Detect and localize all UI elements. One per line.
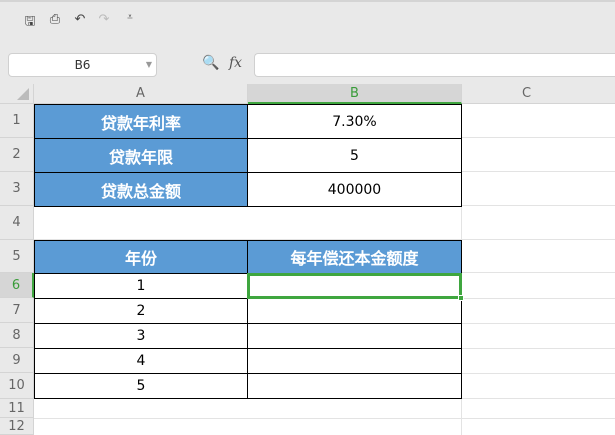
cell-a10[interactable]: 5 xyxy=(34,373,248,399)
cell-b7[interactable] xyxy=(247,298,462,324)
cell-b1[interactable]: 7.30% xyxy=(247,104,462,139)
cell-b2[interactable]: 5 xyxy=(247,138,462,173)
row-header-4[interactable]: 4 xyxy=(0,206,34,240)
cell-a9[interactable]: 4 xyxy=(34,348,248,374)
save-icon[interactable]: 🖫 xyxy=(24,14,36,29)
row-header-6[interactable]: 6 xyxy=(0,273,34,298)
cell-b3[interactable]: 400000 xyxy=(247,172,462,207)
column-header-b[interactable]: B xyxy=(248,84,462,104)
row-header-7[interactable]: 7 xyxy=(0,298,34,323)
cell-b5[interactable]: 每年偿还本金额度 xyxy=(247,240,462,274)
zoom-formula-icon[interactable]: 🔍 xyxy=(202,55,220,71)
row-header-2[interactable]: 2 xyxy=(0,138,34,172)
undo-icon[interactable]: ↶ xyxy=(74,12,86,27)
formula-input[interactable] xyxy=(254,53,615,77)
row-header-3[interactable]: 3 xyxy=(0,172,34,206)
row-header-8[interactable]: 8 xyxy=(0,323,34,348)
row-header-10[interactable]: 10 xyxy=(0,373,34,399)
select-all-corner[interactable] xyxy=(0,84,34,104)
fx-icon[interactable]: fx xyxy=(229,55,243,71)
name-box[interactable]: B6 ▼ xyxy=(8,53,157,77)
row-header-11[interactable]: 11 xyxy=(0,399,34,418)
row-header-12[interactable]: 12 xyxy=(0,418,34,435)
cell-b9[interactable] xyxy=(247,348,462,374)
customize-toolbar-icon[interactable]: ⩡ xyxy=(127,12,133,23)
column-header-a[interactable]: A xyxy=(34,84,248,104)
name-box-value: B6 xyxy=(74,58,91,72)
cell-a2[interactable]: 贷款年限 xyxy=(34,138,248,173)
cell-a5[interactable]: 年份 xyxy=(34,240,248,274)
cell-a1[interactable]: 贷款年利率 xyxy=(34,104,248,139)
cell-a8[interactable]: 3 xyxy=(34,323,248,349)
toolbar: 🖫 ⎙ ↶ ↷ ⩡ B6 ▼ 🔍 fx xyxy=(0,0,615,84)
active-cell-selection xyxy=(247,273,462,299)
chevron-down-icon[interactable]: ▼ xyxy=(145,60,152,69)
print-preview-icon[interactable]: ⎙ xyxy=(49,12,61,27)
cell-a7[interactable]: 2 xyxy=(34,298,248,324)
redo-icon[interactable]: ↷ xyxy=(98,12,110,27)
cell-b8[interactable] xyxy=(247,323,462,349)
cell-a3[interactable]: 贷款总金额 xyxy=(34,172,248,207)
fill-handle[interactable] xyxy=(458,295,464,301)
row-header-5[interactable]: 5 xyxy=(0,240,34,273)
row-header-1[interactable]: 1 xyxy=(0,104,34,138)
column-header-c[interactable]: C xyxy=(462,84,615,104)
cell-b10[interactable] xyxy=(247,373,462,399)
cell-a6[interactable]: 1 xyxy=(34,273,248,299)
row-header-9[interactable]: 9 xyxy=(0,348,34,373)
